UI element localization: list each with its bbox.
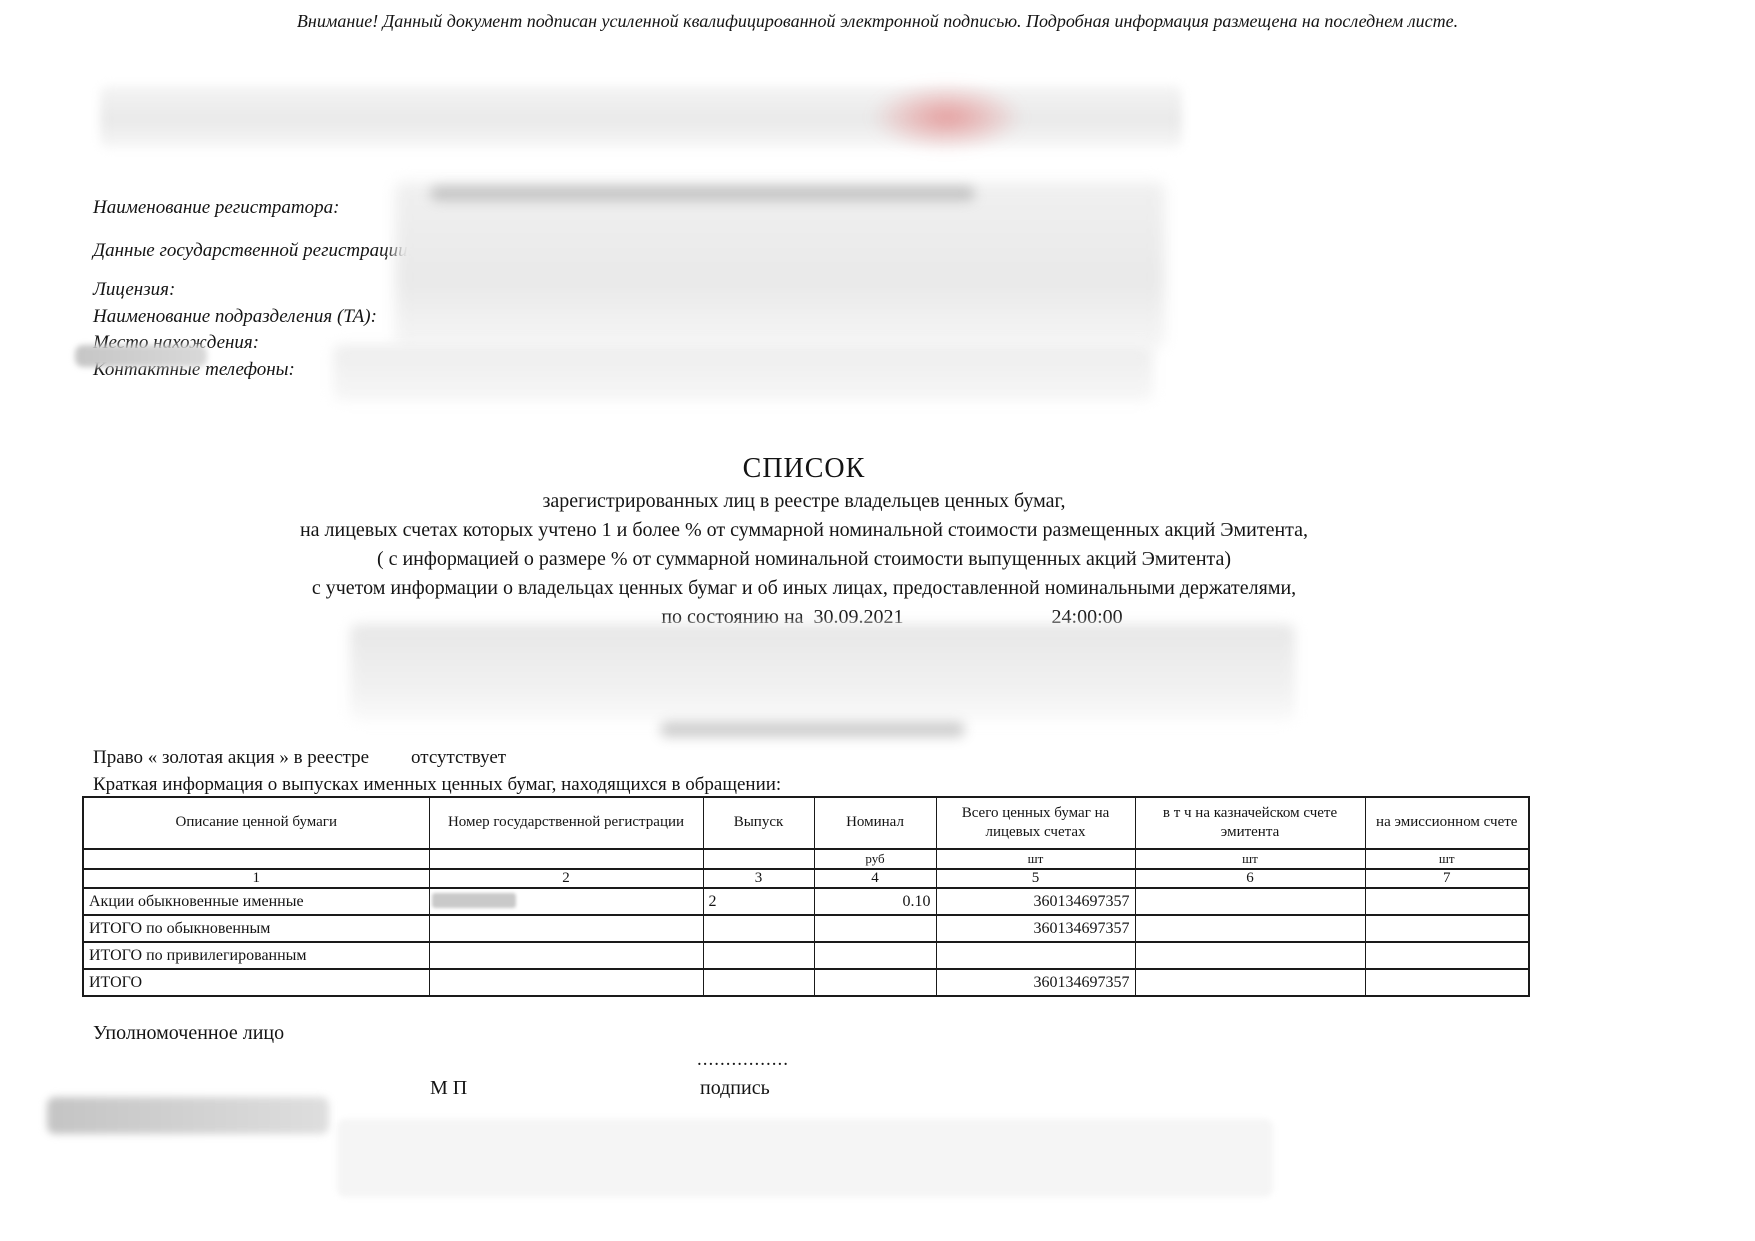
table-row: ИТОГО 360134697357: [82, 968, 1530, 997]
document-heading: СПИСОК зарегистрированных лиц в реестре …: [80, 451, 1528, 632]
label-license: Лицензия:: [93, 279, 176, 300]
phones-redacted: [75, 345, 207, 367]
col-header-treasury-account: в т ч на казначейском счете эмитента: [1134, 796, 1366, 850]
unit-cell: шт: [935, 848, 1136, 870]
signature-label: подпись: [700, 1077, 770, 1099]
cell-treasury: [1134, 887, 1366, 916]
colnum-cell: 1: [82, 868, 430, 889]
cell-total: 360134697357: [935, 887, 1136, 916]
unit-cell: [428, 848, 704, 870]
document-title: СПИСОК: [742, 453, 866, 484]
colnum-cell: 4: [813, 868, 937, 889]
cell-description: Акции обыкновенные именные: [82, 887, 430, 916]
cell-emission: [1364, 941, 1530, 970]
col-header-description: Описание ценной бумаги: [82, 796, 430, 850]
cell-reg-number: [428, 914, 704, 943]
cell-nominal: [813, 968, 937, 997]
cell-nominal: [813, 914, 937, 943]
unit-cell: шт: [1134, 848, 1366, 870]
label-division: Наименование подразделения (ТА):: [93, 306, 377, 327]
unit-cell: шт: [1364, 848, 1530, 870]
cell-nominal: [813, 941, 937, 970]
cell-reg-number: [428, 941, 704, 970]
cell-total: [935, 941, 1136, 970]
as-of-label: по состоянию на: [661, 606, 804, 628]
authorized-person-label: Уполномоченное лицо: [93, 1022, 285, 1044]
col-header-issue: Выпуск: [702, 796, 815, 850]
table-units-row: руб шт шт шт: [82, 848, 1530, 870]
cell-issue: [702, 941, 815, 970]
signature-notice: Внимание! Данный документ подписан усиле…: [296, 11, 1459, 31]
cell-description: ИТОГО по привилегированным: [82, 941, 430, 970]
cell-emission: [1364, 887, 1530, 916]
issues-caption: Краткая информация о выпусках именных це…: [93, 774, 782, 795]
cell-issue: 2: [702, 887, 815, 916]
unit-cell: [702, 848, 815, 870]
as-of-time: 24:00:00: [1051, 606, 1123, 628]
unit-cell: [82, 848, 430, 870]
cell-issue: [702, 914, 815, 943]
cell-issue: [702, 968, 815, 997]
reg-number-redacted: [432, 893, 516, 908]
col-header-emission-account: на эмиссионном счете: [1364, 796, 1530, 850]
cell-description: ИТОГО: [82, 968, 430, 997]
cell-nominal: 0.10: [813, 887, 937, 916]
heading-line: с учетом информации о владельцах ценных …: [311, 577, 1297, 599]
cell-emission: [1364, 914, 1530, 943]
address-redacted: [333, 345, 1153, 401]
label-state-registration: Данные государственной регистрации:: [93, 240, 414, 261]
issuer-line-redacted: [660, 722, 965, 737]
label-registrar-name: Наименование регистратора:: [93, 197, 340, 218]
table-row: ИТОГО по привилегированным: [82, 941, 1530, 970]
cell-total: 360134697357: [935, 914, 1136, 943]
cell-treasury: [1134, 914, 1366, 943]
cell-treasury: [1134, 941, 1366, 970]
signature-area-redacted: [337, 1119, 1273, 1197]
cell-treasury: [1134, 968, 1366, 997]
col-header-reg-number: Номер государственной регистрации: [428, 796, 704, 850]
golden-share-line: Право « золотая акция » в реестре отсутс…: [93, 747, 506, 769]
golden-share-value: отсутствует: [411, 747, 507, 768]
col-header-total-on-accounts: Всего ценных бумаг на лицевых счетах: [935, 796, 1136, 850]
signer-name-redacted: [47, 1097, 329, 1134]
cell-reg-number: [428, 968, 704, 997]
registrar-details-redacted: [395, 182, 1165, 348]
colnum-cell: 7: [1364, 868, 1530, 889]
table-row: ИТОГО по обыкновенным 360134697357: [82, 914, 1530, 943]
cell-description: ИТОГО по обыкновенным: [82, 914, 430, 943]
heading-line: на лицевых счетах которых учтено 1 и бол…: [299, 519, 1309, 541]
colnum-cell: 6: [1134, 868, 1366, 889]
colnum-cell: 5: [935, 868, 1136, 889]
heading-line: зарегистрированных лиц в реестре владель…: [542, 490, 1066, 512]
logo-redacted: [872, 84, 1022, 150]
as-of-line: по состоянию на 30.09.2021 24:00:00: [168, 603, 1616, 632]
golden-share-label: Право « золотая акция » в реестре: [93, 747, 370, 768]
table-colnum-row: 1 2 3 4 5 6 7: [82, 868, 1530, 889]
cell-emission: [1364, 968, 1530, 997]
heading-line: ( с информацией о размере % от суммарной…: [376, 548, 1232, 570]
colnum-cell: 2: [428, 868, 704, 889]
registrar-name-redacted: [430, 186, 975, 201]
stamp-place-label: М П: [430, 1077, 468, 1099]
unit-cell: руб: [813, 848, 937, 870]
issuer-details-redacted: [350, 624, 1295, 722]
colnum-cell: 3: [702, 868, 815, 889]
table-header-row: Описание ценной бумаги Номер государстве…: [82, 796, 1530, 850]
issues-table: Описание ценной бумаги Номер государстве…: [82, 796, 1530, 997]
cell-total: 360134697357: [935, 968, 1136, 997]
as-of-date: 30.09.2021: [813, 606, 904, 628]
signature-dots: ................: [697, 1049, 789, 1070]
table-row: Акции обыкновенные именные 2 0.10 360134…: [82, 887, 1530, 916]
col-header-nominal: Номинал: [813, 796, 937, 850]
